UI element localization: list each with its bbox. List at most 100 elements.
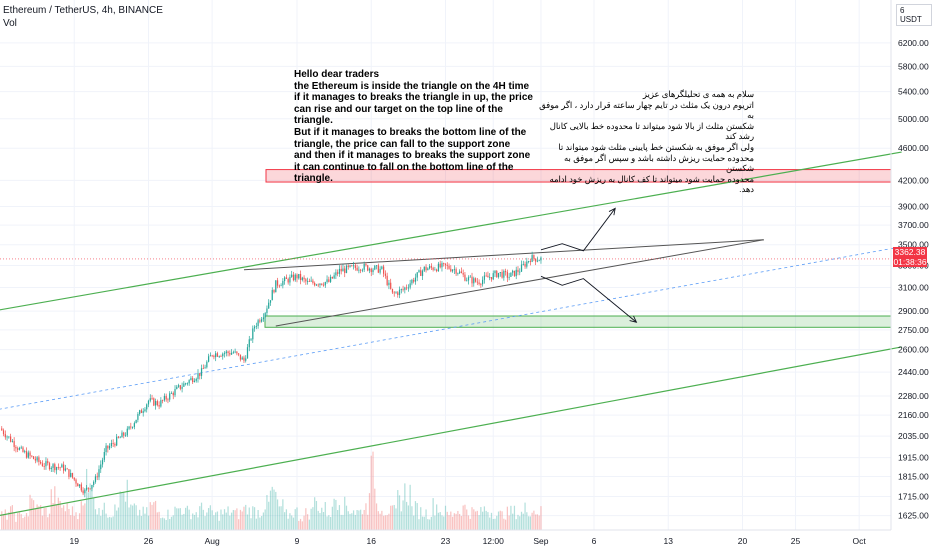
volume-bar [24, 516, 26, 530]
candle-body [496, 270, 498, 278]
candle-body [246, 347, 249, 359]
candle-body [146, 404, 148, 410]
candle-body [517, 269, 519, 273]
volume-bar [216, 511, 219, 530]
volume-bar [11, 505, 13, 530]
volume-bar [250, 518, 252, 530]
candle-body [243, 357, 245, 361]
candle-body [87, 487, 90, 489]
volume-bar [47, 517, 49, 530]
volume-bar [29, 494, 31, 530]
candle-body [84, 489, 86, 494]
volume-bar [268, 501, 270, 530]
volume-bar [432, 498, 434, 530]
candle-body [471, 276, 473, 284]
currency-unit-badge[interactable]: 6 USDT [896, 4, 932, 26]
candle-body [342, 268, 344, 272]
triangle-upper-line[interactable] [243, 239, 764, 271]
volume-bar [520, 511, 523, 530]
volume-bar [322, 512, 325, 530]
volume-bar [262, 512, 265, 530]
candle-body [29, 452, 31, 456]
volume-bar [149, 502, 151, 530]
volume-bar [315, 500, 318, 530]
candle-body [503, 270, 505, 278]
volume-bar [517, 514, 519, 530]
candle-body [301, 277, 303, 281]
candle-body [54, 464, 56, 471]
volume-bar [414, 501, 417, 530]
volume-bar [52, 503, 54, 530]
volume-bar [18, 512, 21, 530]
volume-bar [377, 511, 379, 530]
candle-body [4, 434, 6, 438]
candle-body [186, 383, 189, 385]
candle-body [338, 268, 341, 274]
triangle-lower-line[interactable] [275, 239, 764, 327]
candle-body [356, 267, 358, 271]
volume-bar [513, 505, 516, 530]
volume-indicator-label[interactable]: Vol [3, 18, 17, 29]
volume-bar [27, 516, 29, 530]
volume-bar [89, 483, 91, 530]
channel-upper-line[interactable] [0, 151, 902, 317]
candle-body [535, 258, 537, 262]
volume-bar [443, 516, 445, 530]
candle-body [149, 398, 151, 401]
volume-bar [497, 511, 500, 530]
volume-bar [71, 506, 74, 530]
volume-bar [144, 513, 146, 530]
bullish-projection-arrow[interactable] [540, 208, 616, 252]
candle-body [524, 263, 526, 267]
candle-body [239, 354, 242, 360]
candle-body [241, 357, 243, 360]
candle-body [77, 483, 79, 487]
candle-body [268, 302, 270, 309]
volume-bar [59, 500, 61, 530]
volume-bar [101, 509, 104, 530]
volume-bar [238, 519, 240, 530]
channel-midline[interactable] [0, 246, 902, 417]
volume-bar [257, 509, 259, 530]
candle-body [98, 469, 100, 478]
volume-bar [360, 509, 362, 530]
time-tick-label: 16 [367, 536, 377, 546]
volume-bar [170, 516, 173, 530]
channel-lower-line[interactable] [0, 346, 902, 523]
volume-bar [137, 515, 139, 530]
candle-body [128, 426, 130, 429]
candle-body [439, 263, 441, 268]
candle-body [480, 283, 482, 285]
volume-bar [80, 501, 82, 530]
candle-body [513, 270, 516, 277]
bearish-projection-arrow[interactable] [540, 275, 637, 323]
candle-body [317, 284, 319, 286]
volume-bar [183, 513, 185, 530]
support-zone[interactable] [264, 315, 892, 328]
candle-body [139, 410, 141, 415]
candle-body [296, 274, 298, 279]
bar-countdown: 01:38:36 [893, 257, 927, 267]
candle-body [47, 461, 49, 464]
candle-body [156, 401, 158, 406]
candle-body [331, 276, 333, 279]
volume-bar [232, 509, 234, 530]
volume-bar [96, 514, 98, 530]
candle-body [474, 278, 477, 282]
volume-bar [103, 502, 105, 530]
price-tick-label: 3900.00 [898, 202, 929, 212]
volume-bar [100, 515, 102, 530]
candle-body [414, 277, 417, 282]
volume-bar [487, 512, 489, 530]
candle-body [478, 282, 480, 284]
candle-body [386, 275, 388, 286]
volume-bar [358, 510, 360, 530]
volume-bar [335, 499, 337, 530]
volume-bar [32, 500, 35, 530]
candle-body [117, 436, 120, 438]
volume-bar [202, 509, 204, 530]
volume-bar [404, 483, 406, 530]
candle-body [303, 277, 305, 280]
